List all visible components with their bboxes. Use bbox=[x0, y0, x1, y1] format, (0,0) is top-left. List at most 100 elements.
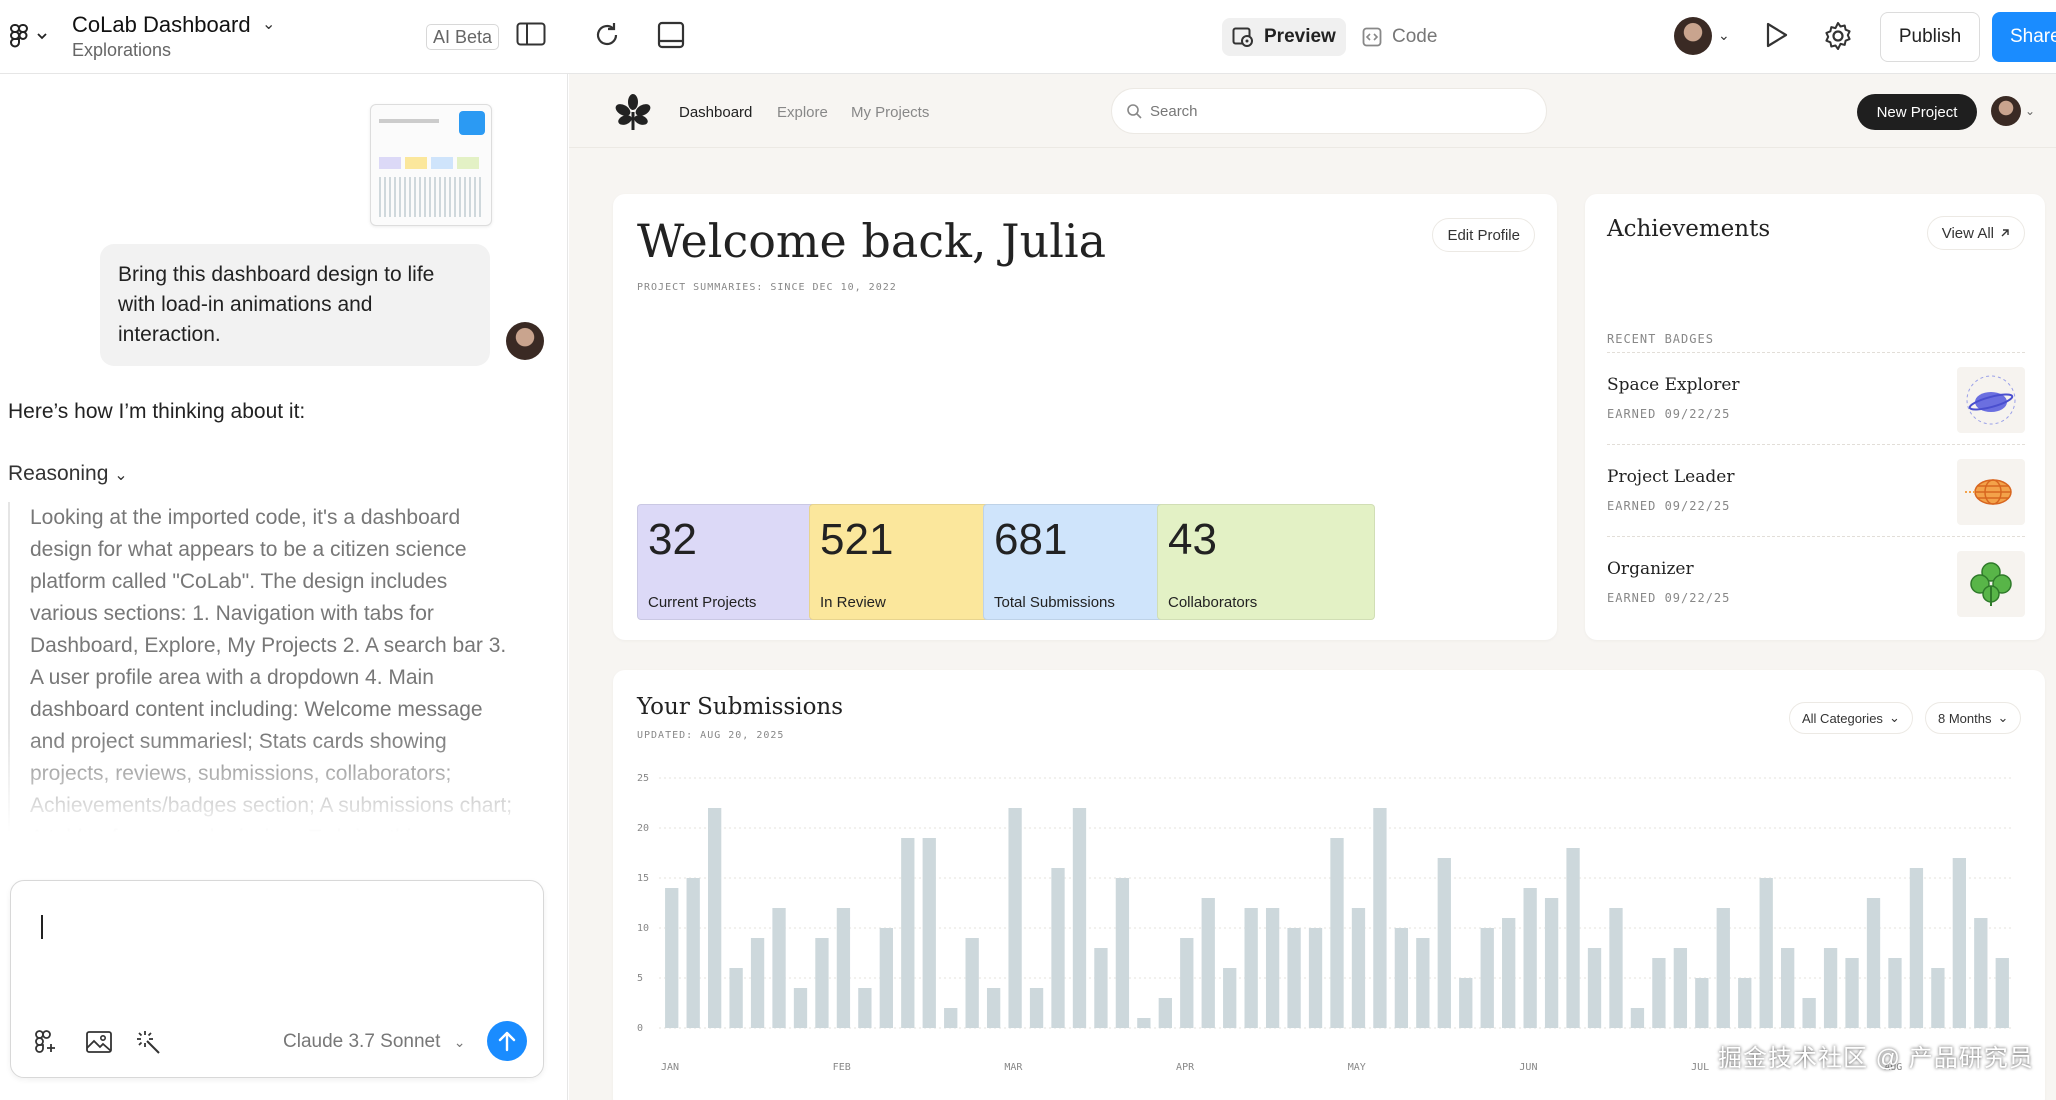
chart-bar[interactable] bbox=[836, 908, 851, 1028]
chart-bar[interactable] bbox=[1137, 1018, 1151, 1028]
device-frame-icon[interactable] bbox=[656, 20, 686, 50]
chart-bar[interactable] bbox=[1180, 938, 1194, 1028]
code-tab[interactable]: Code bbox=[1354, 18, 1445, 56]
chart-bar[interactable] bbox=[1201, 898, 1215, 1028]
chart-bar[interactable] bbox=[1416, 938, 1430, 1028]
chart-bar[interactable] bbox=[965, 938, 979, 1028]
category-dropdown[interactable]: All Categories ⌄ bbox=[1789, 702, 1913, 734]
chevron-down-icon[interactable]: ⌄ bbox=[2025, 104, 2036, 118]
chart-bar[interactable] bbox=[858, 988, 872, 1028]
send-button[interactable] bbox=[487, 1021, 527, 1061]
chart-bar[interactable] bbox=[1995, 958, 2009, 1028]
chart-bar[interactable] bbox=[1351, 908, 1366, 1028]
search-input[interactable]: Search bbox=[1111, 88, 1547, 134]
chart-bar[interactable] bbox=[986, 988, 1001, 1028]
avatar[interactable] bbox=[1991, 96, 2021, 126]
preview-tab[interactable]: Preview bbox=[1222, 18, 1346, 56]
sidebar-toggle-icon[interactable] bbox=[516, 22, 546, 46]
chart-bar[interactable] bbox=[1630, 1008, 1645, 1028]
view-all-button[interactable]: View All bbox=[1926, 216, 2025, 250]
chart-bar[interactable] bbox=[707, 808, 722, 1028]
chart-bar[interactable] bbox=[1308, 928, 1323, 1028]
chart-bar[interactable] bbox=[793, 988, 808, 1028]
chart-bar[interactable] bbox=[1845, 958, 1859, 1028]
chart-bar[interactable] bbox=[1544, 898, 1559, 1028]
badge-row[interactable]: Organizer EARNED 09/22/25 bbox=[1607, 536, 2025, 628]
chart-bar[interactable] bbox=[1158, 998, 1172, 1028]
chart-bar[interactable] bbox=[1459, 978, 1473, 1028]
magic-wand-icon[interactable] bbox=[135, 1029, 163, 1057]
chart-bar[interactable] bbox=[1695, 978, 1709, 1028]
chart-bar[interactable] bbox=[750, 938, 765, 1028]
chart-bar[interactable] bbox=[1051, 868, 1065, 1028]
chart-bar[interactable] bbox=[1223, 968, 1237, 1028]
chart-bar[interactable] bbox=[1115, 878, 1130, 1028]
chart-bar[interactable] bbox=[686, 878, 700, 1028]
publish-button[interactable]: Publish bbox=[1880, 12, 1980, 62]
chart-bar[interactable] bbox=[1716, 908, 1730, 1028]
stat-card[interactable]: 43 Collaborators bbox=[1157, 504, 1375, 620]
share-button[interactable]: Share bbox=[1992, 12, 2056, 62]
figma-add-icon[interactable] bbox=[33, 1029, 59, 1055]
range-dropdown[interactable]: 8 Months ⌄ bbox=[1925, 702, 2022, 734]
chart-bar[interactable] bbox=[1823, 948, 1838, 1028]
chart-bar[interactable] bbox=[1866, 898, 1881, 1028]
file-title[interactable]: CoLab Dashboard bbox=[72, 12, 251, 37]
chart-bar[interactable] bbox=[1287, 928, 1301, 1028]
chart-bar[interactable] bbox=[815, 938, 829, 1028]
chart-bar[interactable] bbox=[944, 1008, 958, 1028]
chart-bar[interactable] bbox=[1394, 928, 1409, 1028]
gear-icon[interactable] bbox=[1822, 20, 1854, 52]
tab-dashboard[interactable]: Dashboard bbox=[679, 104, 753, 121]
play-icon[interactable] bbox=[1760, 20, 1790, 50]
chart-bar[interactable] bbox=[665, 888, 679, 1028]
model-selector[interactable]: Claude 3.7 Sonnet ⌄ bbox=[283, 1031, 465, 1053]
new-project-button[interactable]: New Project bbox=[1857, 94, 1977, 130]
chart-bar[interactable] bbox=[1952, 858, 1967, 1028]
badge-row[interactable]: Project Leader EARNED 09/22/25 bbox=[1607, 444, 2025, 536]
chart-bar[interactable] bbox=[1888, 958, 1902, 1028]
attached-design-thumbnail[interactable] bbox=[370, 104, 492, 226]
chart-bar[interactable] bbox=[1609, 908, 1623, 1028]
chart-bar[interactable] bbox=[1265, 908, 1280, 1028]
chart-bar[interactable] bbox=[879, 928, 893, 1028]
chart-bar[interactable] bbox=[1738, 978, 1752, 1028]
chart-bar[interactable] bbox=[1008, 808, 1022, 1028]
figma-menu-icon[interactable] bbox=[8, 22, 50, 50]
avatar[interactable] bbox=[1674, 17, 1712, 55]
chart-bar[interactable] bbox=[1094, 948, 1108, 1028]
chart-bar[interactable] bbox=[772, 908, 786, 1028]
chart-bar[interactable] bbox=[901, 838, 915, 1028]
chart-bar[interactable] bbox=[1330, 838, 1344, 1028]
tab-explore[interactable]: Explore bbox=[777, 104, 828, 121]
chart-bar[interactable] bbox=[1244, 908, 1258, 1028]
chart-bar[interactable] bbox=[1802, 998, 1816, 1028]
chart-bar[interactable] bbox=[922, 838, 936, 1028]
chart-bar[interactable] bbox=[1759, 878, 1773, 1028]
chart-bar[interactable] bbox=[1072, 808, 1087, 1028]
chevron-down-icon[interactable]: ⌄ bbox=[262, 16, 276, 33]
chart-bar[interactable] bbox=[1673, 948, 1688, 1028]
chart-bar[interactable] bbox=[1909, 868, 1924, 1028]
chart-bar[interactable] bbox=[729, 968, 743, 1028]
chart-bar[interactable] bbox=[1974, 918, 1988, 1028]
chart-bar[interactable] bbox=[1373, 808, 1387, 1028]
chart-bar[interactable] bbox=[1931, 968, 1945, 1028]
chart-bar[interactable] bbox=[1587, 948, 1602, 1028]
reasoning-toggle[interactable]: Reasoning ⌄ bbox=[8, 462, 128, 486]
edit-profile-button[interactable]: Edit Profile bbox=[1432, 218, 1535, 252]
chart-bar[interactable] bbox=[1652, 958, 1666, 1028]
colab-logo-icon[interactable] bbox=[615, 92, 651, 132]
image-upload-icon[interactable] bbox=[85, 1029, 113, 1055]
chart-bar[interactable] bbox=[1029, 988, 1044, 1028]
chart-bar[interactable] bbox=[1566, 848, 1580, 1028]
chart-bar[interactable] bbox=[1523, 888, 1537, 1028]
tab-my-projects[interactable]: My Projects bbox=[851, 104, 930, 121]
chart-bar[interactable] bbox=[1480, 928, 1494, 1028]
chart-bar[interactable] bbox=[1437, 858, 1451, 1028]
chevron-down-icon[interactable]: ⌄ bbox=[1718, 27, 1730, 43]
chart-bar[interactable] bbox=[1502, 918, 1516, 1028]
badge-row[interactable]: Space Explorer EARNED 09/22/25 bbox=[1607, 352, 2025, 444]
refresh-icon[interactable] bbox=[592, 20, 622, 50]
chat-composer[interactable]: Claude 3.7 Sonnet ⌄ bbox=[10, 880, 544, 1078]
